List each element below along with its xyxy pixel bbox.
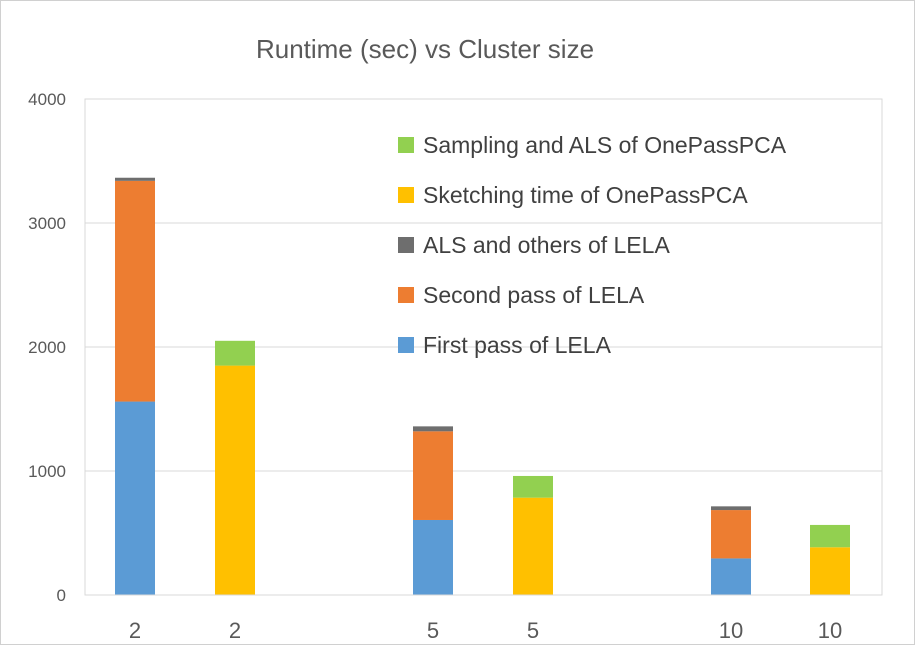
y-tick-label: 2000 xyxy=(28,338,66,357)
y-tick-label: 4000 xyxy=(28,90,66,109)
bar-sampling-and-als-of-onepasspca xyxy=(215,340,255,366)
bar-first-pass-of-lela xyxy=(711,558,751,595)
y-tick-label: 0 xyxy=(57,586,66,605)
legend-swatch xyxy=(398,287,414,303)
chart-legend: Sampling and ALS of OnePassPCA Sketching … xyxy=(398,120,786,370)
y-tick-label: 3000 xyxy=(28,214,66,233)
bar-second-pass-of-lela xyxy=(711,510,751,559)
x-tick-label: 5 xyxy=(427,618,439,643)
legend-label: Second pass of LELA xyxy=(423,281,645,308)
legend-item: Sampling and ALS of OnePassPCA xyxy=(398,120,786,170)
y-tick-label: 1000 xyxy=(28,462,66,481)
x-tick-label: 2 xyxy=(229,618,241,643)
bar-second-pass-of-lela xyxy=(413,431,453,520)
x-tick-label: 5 xyxy=(527,618,539,643)
legend-label: ALS and others of LELA xyxy=(423,231,670,258)
bar-sketching-time-of-onepasspca xyxy=(215,365,255,595)
legend-item: Sketching time of OnePassPCA xyxy=(398,170,786,220)
legend-label: First pass of LELA xyxy=(423,331,611,358)
legend-item: First pass of LELA xyxy=(398,320,786,370)
bar-als-and-others-of-lela xyxy=(115,177,155,181)
legend-swatch xyxy=(398,187,414,203)
bar-als-and-others-of-lela xyxy=(413,426,453,432)
legend-swatch xyxy=(398,337,414,353)
legend-item: ALS and others of LELA xyxy=(398,220,786,270)
legend-label: Sketching time of OnePassPCA xyxy=(423,181,748,208)
bar-second-pass-of-lela xyxy=(115,180,155,402)
bar-sampling-and-als-of-onepasspca xyxy=(810,524,850,548)
bar-first-pass-of-lela xyxy=(115,401,155,595)
bar-first-pass-of-lela xyxy=(413,519,453,595)
legend-swatch xyxy=(398,137,414,153)
x-tick-label: 10 xyxy=(818,618,842,643)
bar-sketching-time-of-onepasspca xyxy=(810,547,850,595)
legend-swatch xyxy=(398,237,414,253)
bar-als-and-others-of-lela xyxy=(711,506,751,511)
legend-item: Second pass of LELA xyxy=(398,270,786,320)
chart-title: Runtime (sec) vs Cluster size xyxy=(255,34,595,64)
x-tick-label: 10 xyxy=(719,618,743,643)
legend-label: Sampling and ALS of OnePassPCA xyxy=(423,131,787,158)
bar-sketching-time-of-onepasspca xyxy=(513,497,553,595)
x-tick-label: 2 xyxy=(129,618,141,643)
bar-sampling-and-als-of-onepasspca xyxy=(513,475,553,498)
